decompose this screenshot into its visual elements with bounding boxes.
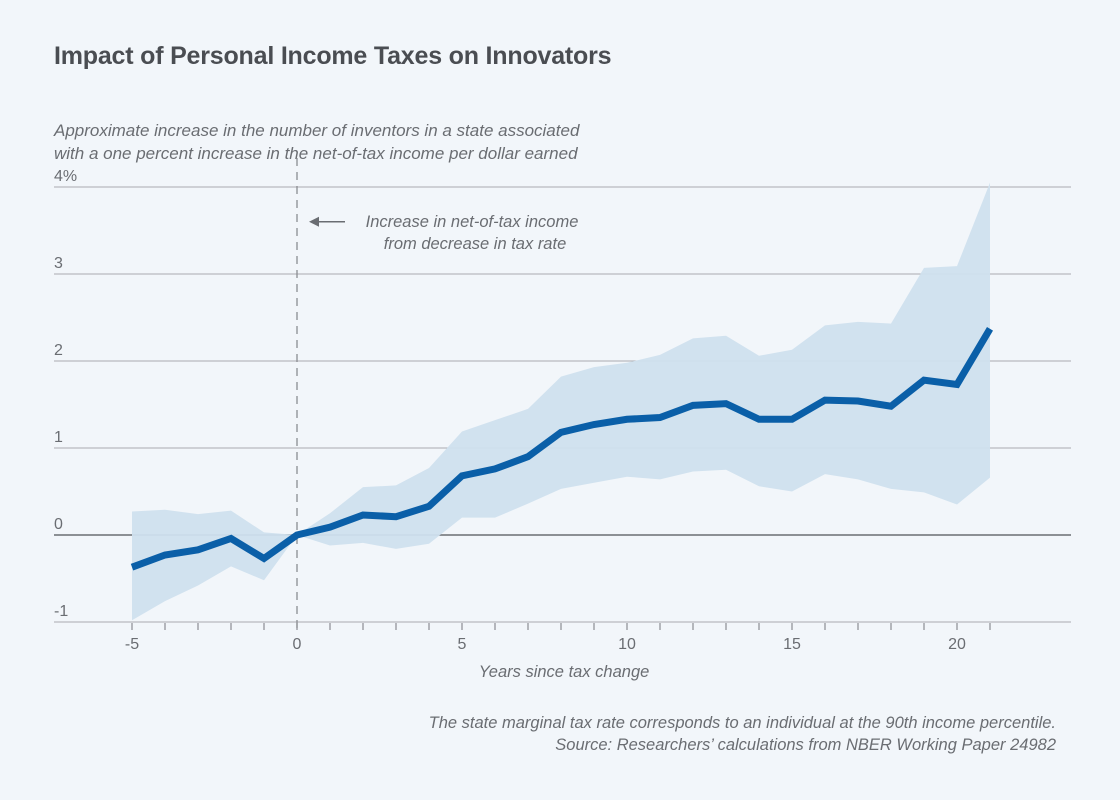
x-tick-label: 10	[618, 636, 636, 653]
annotation-text-line-1: Increase in net-of-tax income	[366, 213, 579, 231]
x-axis-title: Years since tax change	[479, 663, 650, 681]
y-tick-label: 3	[54, 255, 63, 272]
confidence-band	[132, 182, 990, 621]
annotation-text-line-2: from decrease in tax rate	[384, 235, 567, 253]
annotation-arrow-icon	[309, 216, 319, 227]
subtitle-line-1: Approximate increase in the number of in…	[54, 121, 580, 140]
y-axis-labels: 4% 3 2 1 0 -1	[54, 168, 77, 620]
series-line-layer	[130, 327, 994, 571]
x-axis: -5 0 5 10 15 20	[125, 623, 991, 653]
footnote-note: The state marginal tax rate corresponds …	[428, 714, 1056, 732]
y-tick-label: -1	[54, 603, 68, 620]
x-tick-label: -5	[125, 636, 139, 653]
x-tick-label: 0	[293, 636, 302, 653]
x-tick-label: 20	[948, 636, 966, 653]
y-axis-description: Approximate increase in the number of in…	[54, 119, 674, 165]
confidence-band-layer	[132, 182, 990, 621]
x-tick-label: 15	[783, 636, 801, 653]
x-tick-label: 5	[458, 636, 467, 653]
chart-title: Impact of Personal Income Taxes on Innov…	[54, 42, 612, 70]
y-tick-label: 2	[54, 342, 63, 359]
footnote-source: Source: Researchers’ calculations from N…	[555, 736, 1056, 754]
y-tick-label: 0	[54, 516, 63, 533]
footnote: The state marginal tax rate corresponds …	[429, 712, 1056, 756]
y-tick-label: 1	[54, 429, 63, 446]
y-tick-label: 4%	[54, 168, 77, 185]
annotation: Increase in net-of-tax income from decre…	[309, 213, 578, 253]
subtitle-line-2: with a one percent increase in the net-o…	[54, 144, 578, 163]
